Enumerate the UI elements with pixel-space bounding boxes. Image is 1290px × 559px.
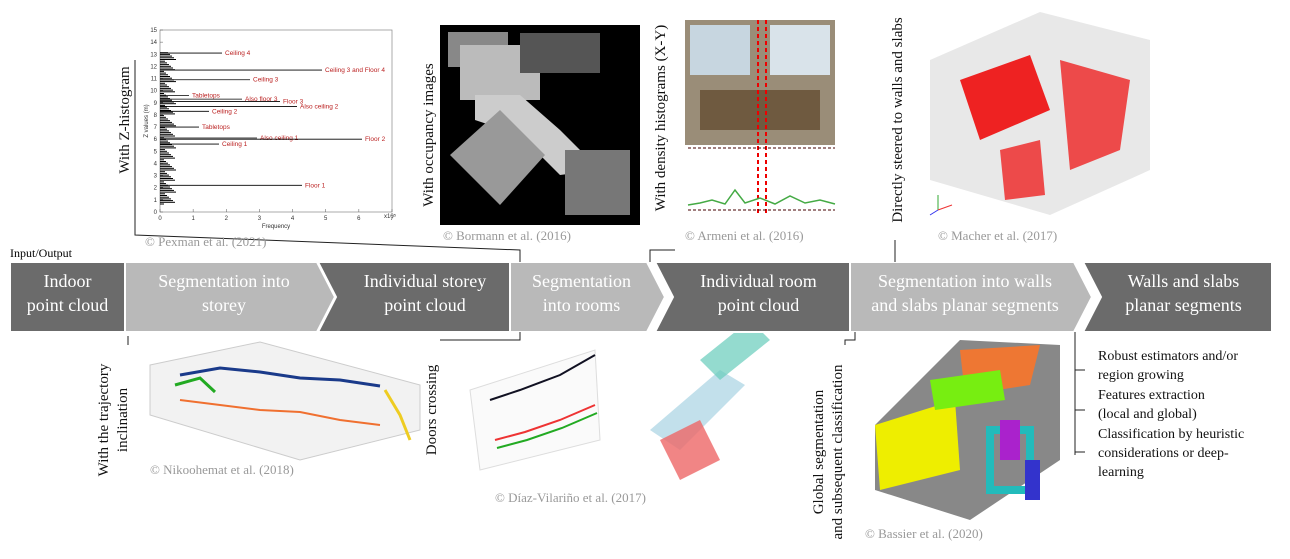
input-label: Input/Output <box>10 246 73 260</box>
x-scale: x10⁵ <box>384 213 397 220</box>
x-tick-label: 5 <box>324 216 328 222</box>
x-tick-label: 1 <box>191 216 195 222</box>
step-label: planar segments <box>1125 295 1241 315</box>
technique: considerations or deep- <box>1098 446 1229 461</box>
step-label: storey <box>202 295 246 315</box>
trajectory-image <box>149 341 421 461</box>
technique: Features extraction <box>1098 388 1205 403</box>
x-tick-label: 2 <box>225 216 229 222</box>
step-label: Segmentation into walls <box>878 271 1052 291</box>
annotation: Ceiling 2 <box>212 108 238 115</box>
method-label: With the trajectory <box>96 363 112 476</box>
process-step <box>1081 261 1273 333</box>
step-label: point cloud <box>27 295 109 315</box>
step-label: into rooms <box>543 295 621 315</box>
y-tick-label: 12 <box>150 64 157 70</box>
y-tick-label: 4 <box>154 161 158 167</box>
method-label: Directly steered to walls and slabs <box>890 17 906 223</box>
annotation: Tabletops <box>192 93 221 100</box>
annotation: Floor 2 <box>365 136 386 143</box>
x-tick-label: 6 <box>357 216 361 222</box>
y-tick-label: 14 <box>150 40 157 46</box>
y-tick-label: 1 <box>154 198 158 204</box>
annotation: Also floor 3 <box>245 96 278 103</box>
macher-pointcloud <box>929 12 1150 216</box>
technique: (local and global) <box>1098 407 1197 422</box>
method-label: With Z-histogram <box>117 66 133 174</box>
method-label: and subsequent classification <box>830 364 846 539</box>
y-axis-label: Z values (m) <box>144 104 150 137</box>
step-label: Indoor <box>44 271 92 291</box>
annotation: Tabletops <box>202 124 231 131</box>
annotation: Ceiling 3 and Floor 4 <box>325 67 385 74</box>
bassier-model <box>875 340 1060 520</box>
occupancy-image <box>440 25 640 225</box>
step-label: Individual storey <box>364 271 486 291</box>
x-tick-label: 0 <box>158 216 162 222</box>
x-tick-label: 4 <box>291 216 295 222</box>
credit: © Bassier et al. (2020) <box>865 526 983 541</box>
y-tick-label: 6 <box>154 137 158 143</box>
y-tick-label: 3 <box>154 174 158 180</box>
x-tick-label: 7 <box>390 216 394 222</box>
credit: © Bormann et al. (2016) <box>443 228 571 243</box>
y-tick-label: 9 <box>154 101 158 107</box>
annotation: Ceiling 3 <box>253 77 279 84</box>
credit: © Macher et al. (2017) <box>938 228 1057 243</box>
y-tick-label: 8 <box>154 113 158 119</box>
process-step <box>849 261 1094 333</box>
step-label: point cloud <box>718 295 800 315</box>
annotation: Also ceiling 1 <box>260 135 299 142</box>
step-label: Segmentation into <box>158 271 289 291</box>
technique: Robust estimators and/or <box>1098 349 1238 364</box>
technique: learning <box>1098 465 1144 480</box>
technique: region growing <box>1098 368 1184 383</box>
credit: © Nikoohemat et al. (2018) <box>150 462 294 477</box>
method-label: Doors crossing <box>424 364 440 455</box>
step-label: Walls and slabs <box>1128 271 1240 291</box>
process-band: Indoor point cloud Segmentation into storey… <box>9 261 1273 333</box>
y-tick-label: 13 <box>150 52 157 58</box>
y-tick-label: 10 <box>150 89 157 95</box>
process-step <box>509 261 667 333</box>
annotation: Floor 3 <box>283 99 304 106</box>
technique: Classification by heuristic <box>1098 427 1244 442</box>
credit: © Díaz-Vilariño et al. (2017) <box>495 490 646 505</box>
step-label: and slabs planar segments <box>871 295 1058 315</box>
annotation: Ceiling 1 <box>222 141 248 148</box>
x-tick-label: 3 <box>258 216 262 222</box>
step-label: point cloud <box>384 295 466 315</box>
credit: © Pexman et al. (2021) <box>145 234 266 249</box>
x-axis-label: Frequency <box>262 224 290 230</box>
method-label: inclination <box>115 387 131 452</box>
process-step <box>653 261 851 333</box>
credit: © Armeni et al. (2016) <box>685 228 804 243</box>
method-label: With density histograms (X-Y) <box>653 25 669 211</box>
step-label: Segmentation <box>532 271 631 291</box>
annotation: Also ceiling 2 <box>300 103 339 110</box>
y-tick-label: 7 <box>154 125 158 131</box>
y-tick-label: 2 <box>154 186 158 192</box>
annotation: Floor 1 <box>305 182 326 189</box>
method-label: With occupancy images <box>421 63 437 207</box>
process-step <box>316 261 521 333</box>
y-tick-label: 11 <box>151 77 158 83</box>
connectors <box>127 60 1085 455</box>
step-label: Individual room <box>700 271 816 291</box>
y-tick-label: 5 <box>154 149 158 155</box>
density-photo <box>685 20 836 215</box>
y-tick-label: 15 <box>150 28 157 34</box>
y-tick-label: 0 <box>154 210 158 216</box>
method-label: Global segmentation <box>811 389 827 514</box>
doors-images <box>469 320 770 480</box>
annotation: Ceiling 4 <box>225 50 251 57</box>
labels: Input/Output With Z-histogram © Pexman et … <box>10 17 1244 541</box>
